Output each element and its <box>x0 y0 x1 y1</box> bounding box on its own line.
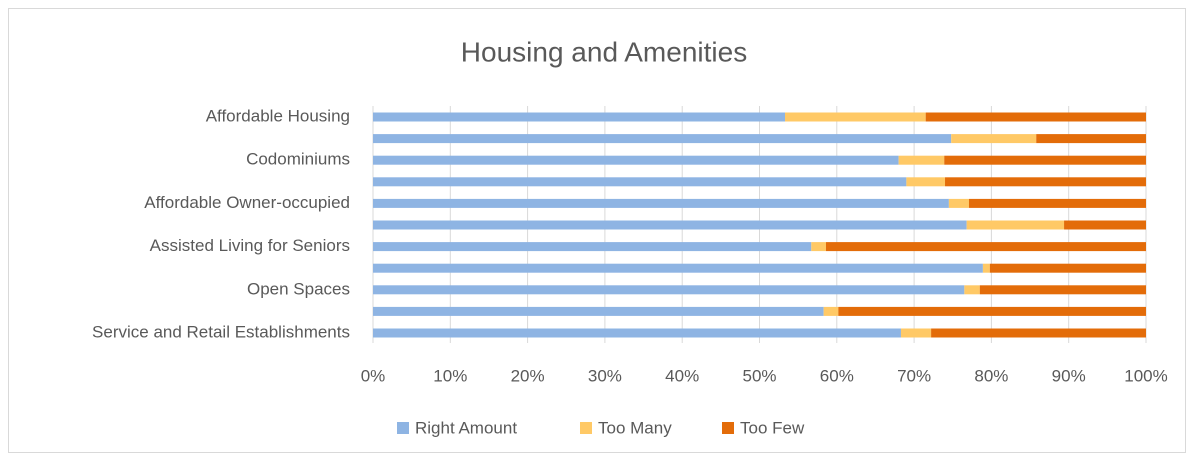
legend-swatch <box>580 422 592 434</box>
bar-segment <box>968 198 1146 208</box>
legend-swatch <box>397 422 409 434</box>
bar-segment <box>966 220 1065 230</box>
y-tick-label: Service and Retail Establishments <box>92 322 350 341</box>
bar-segment <box>373 306 824 316</box>
bar-segment <box>373 242 812 252</box>
bar-segment <box>906 177 946 187</box>
x-tick-label: 80% <box>974 366 1008 385</box>
x-tick-label: 40% <box>665 366 699 385</box>
y-tick-label: Affordable Housing <box>206 106 350 125</box>
bar-segment <box>825 242 1146 252</box>
legend-swatch <box>722 422 734 434</box>
bar-segment <box>982 263 990 273</box>
bar-segment <box>811 242 826 252</box>
chart-title: Housing and Amenities <box>461 36 747 67</box>
y-tick-label: Assisted Living for Seniors <box>150 236 350 255</box>
bar-segment <box>931 328 1146 338</box>
legend-label: Right Amount <box>415 418 517 437</box>
bar-segment <box>785 112 926 122</box>
bar-segment <box>925 112 1146 122</box>
legend-label: Too Few <box>740 418 805 437</box>
bar-segment <box>948 198 969 208</box>
bar-segment <box>945 177 1146 187</box>
bar-segment <box>373 285 965 295</box>
y-tick-label: Open Spaces <box>247 279 350 298</box>
bar-segment <box>1064 220 1146 230</box>
y-tick-label: Affordable Owner-occupied <box>144 193 350 212</box>
bar-segment <box>951 134 1037 144</box>
bar-segment <box>373 328 901 338</box>
y-tick-label: Codominiums <box>246 150 350 169</box>
bar-segment <box>1036 134 1146 144</box>
bar-segment <box>964 285 980 295</box>
x-tick-label: 100% <box>1124 366 1167 385</box>
x-tick-label: 0% <box>361 366 386 385</box>
x-tick-label: 20% <box>511 366 545 385</box>
bar-segment <box>373 220 967 230</box>
bar-segment <box>838 306 1146 316</box>
legend-label: Too Many <box>598 418 672 437</box>
x-tick-label: 50% <box>742 366 776 385</box>
x-tick-label: 10% <box>433 366 467 385</box>
bar-segment <box>373 177 907 187</box>
bar-segment <box>900 328 932 338</box>
x-tick-label: 90% <box>1052 366 1086 385</box>
bar-segment <box>373 112 786 122</box>
x-tick-label: 60% <box>820 366 854 385</box>
bar-segment <box>979 285 1146 295</box>
bar-segment <box>373 134 952 144</box>
x-tick-label: 70% <box>897 366 931 385</box>
bar-segment <box>898 155 945 165</box>
x-tick-label: 30% <box>588 366 622 385</box>
bar-segment <box>944 155 1146 165</box>
bar-segment <box>373 155 899 165</box>
bar-segment <box>989 263 1146 273</box>
bar-segment <box>373 198 949 208</box>
bar-segment <box>373 263 983 273</box>
bar-segment <box>823 306 839 316</box>
chart-border <box>8 8 1186 453</box>
